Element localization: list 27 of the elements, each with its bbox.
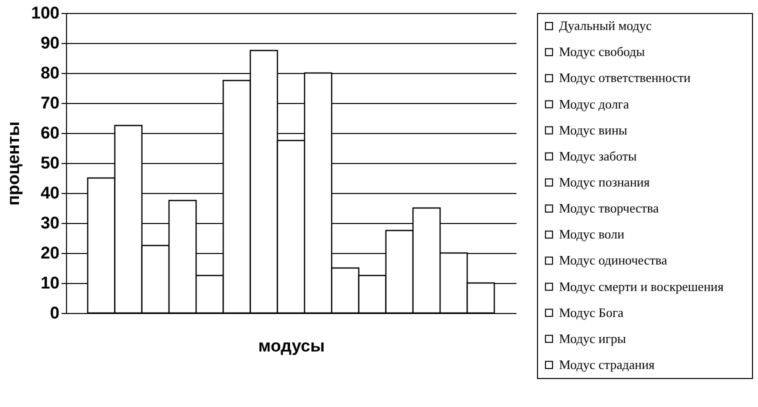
y-tick-label: 10 (40, 274, 60, 292)
y-tick-label: 20 (40, 244, 60, 262)
legend-label: Модус познания (559, 174, 650, 190)
legend-label: Модус одиночества (559, 252, 668, 268)
legend-label: Дуальный модус (559, 18, 652, 34)
legend-label: Модус долга (559, 96, 630, 112)
y-tick-label: 70 (40, 94, 60, 112)
y-axis-title: проценты (4, 121, 24, 206)
y-tick-label: 100 (31, 4, 60, 22)
legend-label: Модус смерти и воскрешения (559, 278, 724, 294)
legend-label: Модус страдания (559, 356, 655, 372)
legend-label: Модус творчества (559, 200, 659, 216)
legend-label: Модус свободы (559, 44, 646, 60)
legend-label: Модус Бога (559, 304, 624, 320)
legend-label: Модус игры (559, 330, 626, 346)
y-tick-label: 40 (40, 184, 60, 202)
legend-label: Модус заботы (559, 148, 638, 164)
y-tick-label: 60 (40, 124, 60, 142)
x-axis-title: модусы (258, 336, 325, 356)
y-tick-label: 90 (40, 34, 60, 52)
y-tick-label: 0 (50, 304, 60, 322)
y-tick-label: 80 (40, 64, 60, 82)
legend-label: Модус вины (559, 122, 628, 138)
legend-label: Модус ответственности (559, 70, 691, 86)
legend-label: Модус воли (559, 226, 624, 242)
y-tick-label: 50 (40, 154, 60, 172)
y-tick-label: 30 (40, 214, 60, 232)
